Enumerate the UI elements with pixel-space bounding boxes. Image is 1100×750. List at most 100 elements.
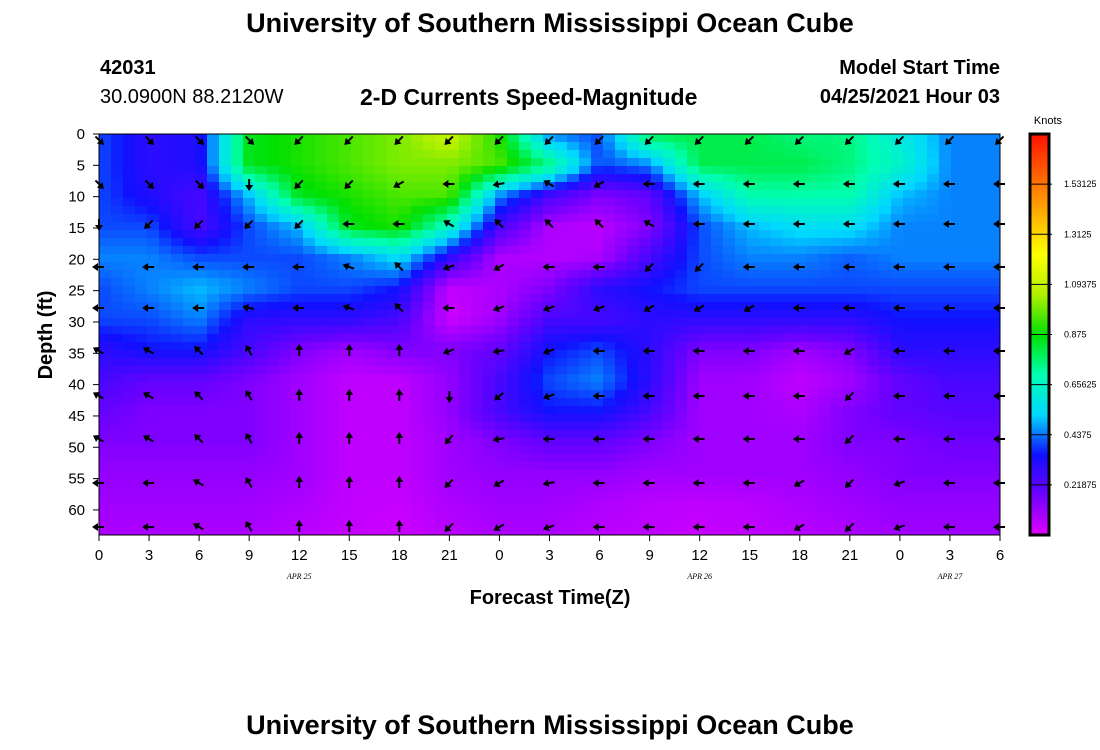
current-arrow — [542, 263, 555, 271]
heatmap-cell — [555, 294, 568, 303]
heatmap-cell — [615, 382, 628, 391]
heatmap-cell — [675, 214, 688, 223]
heatmap-cell — [867, 294, 880, 303]
heatmap-cell — [159, 318, 172, 327]
heatmap-cell — [939, 398, 952, 407]
heatmap-cell — [699, 302, 712, 311]
current-arrow — [742, 263, 755, 271]
current-arrow — [292, 304, 305, 312]
heatmap-cell — [519, 478, 532, 487]
heatmap-cell — [711, 302, 724, 311]
heatmap-cell — [375, 462, 388, 471]
heatmap-cell — [195, 502, 208, 511]
heatmap-cell — [771, 206, 784, 215]
heatmap-cell — [987, 230, 1000, 239]
heatmap-cell — [267, 198, 280, 207]
heatmap-cell — [279, 262, 292, 271]
heatmap-cell — [543, 310, 556, 319]
heatmap-cell — [987, 430, 1000, 439]
heatmap-cell — [303, 278, 316, 287]
heatmap-cell — [735, 270, 748, 279]
heatmap-cell — [603, 406, 616, 415]
heatmap-cell — [387, 310, 400, 319]
heatmap-cell — [819, 246, 832, 255]
current-arrow — [742, 347, 755, 355]
heatmap-cell — [495, 190, 508, 199]
heatmap-cell — [927, 518, 940, 527]
heatmap-cell — [99, 510, 112, 519]
heatmap-cell — [339, 342, 352, 351]
heatmap-cell — [447, 166, 460, 175]
heatmap-cell — [459, 278, 472, 287]
heatmap-cell — [111, 190, 124, 199]
heatmap-cell — [459, 358, 472, 367]
current-arrow — [144, 135, 155, 145]
heatmap-cell — [423, 358, 436, 367]
heatmap-cell — [939, 142, 952, 151]
heatmap-cell — [723, 334, 736, 343]
heatmap-cell — [855, 182, 868, 191]
heatmap-cell — [423, 406, 436, 415]
heatmap-cell — [471, 190, 484, 199]
heatmap-cell — [207, 166, 220, 175]
heatmap-cell — [879, 478, 892, 487]
heatmap-cell — [675, 334, 688, 343]
heatmap-cell — [339, 526, 352, 535]
current-arrow — [742, 523, 755, 531]
heatmap-cell — [579, 366, 592, 375]
heatmap-cell — [303, 414, 316, 423]
heatmap-cell — [291, 462, 304, 471]
current-arrow — [892, 347, 905, 355]
heatmap-cell — [459, 406, 472, 415]
heatmap-cell — [699, 270, 712, 279]
heatmap-cell — [519, 382, 532, 391]
heatmap-cell — [903, 222, 916, 231]
heatmap-cell — [411, 510, 424, 519]
heatmap-cell — [819, 366, 832, 375]
heatmap-cell — [651, 470, 664, 479]
heatmap-cell — [759, 318, 772, 327]
heatmap-cell — [267, 270, 280, 279]
heatmap-cell — [279, 134, 292, 143]
heatmap-cell — [759, 142, 772, 151]
heatmap-cell — [963, 486, 976, 495]
heatmap-cell — [459, 374, 472, 383]
y-axis-label: Depth (ft) — [35, 291, 57, 380]
heatmap-cell — [819, 358, 832, 367]
heatmap-cell — [279, 270, 292, 279]
heatmap-cell — [771, 494, 784, 503]
heatmap-cell — [255, 182, 268, 191]
heatmap-cell — [351, 342, 364, 351]
heatmap-cell — [975, 142, 988, 151]
heatmap-cell — [783, 294, 796, 303]
heatmap-cell — [975, 246, 988, 255]
current-arrow — [793, 479, 805, 487]
heatmap-cell — [111, 438, 124, 447]
heatmap-cell — [483, 398, 496, 407]
heatmap-cell — [327, 526, 340, 535]
heatmap-cell — [579, 158, 592, 167]
heatmap-cell — [627, 350, 640, 359]
heatmap-cell — [651, 502, 664, 511]
heatmap-cell — [915, 238, 928, 247]
heatmap-cell — [855, 230, 868, 239]
heatmap-cell — [495, 238, 508, 247]
current-arrow — [844, 522, 855, 532]
heatmap-cell — [519, 286, 532, 295]
heatmap-cell — [759, 358, 772, 367]
heatmap-cell — [147, 406, 160, 415]
heatmap-cell — [339, 486, 352, 495]
heatmap-cell — [627, 470, 640, 479]
heatmap-cell — [111, 310, 124, 319]
heatmap-cell — [183, 438, 196, 447]
heatmap-cell — [915, 342, 928, 351]
heatmap-cell — [99, 190, 112, 199]
heatmap-cell — [987, 294, 1000, 303]
heatmap-cell — [891, 454, 904, 463]
heatmap-cell — [423, 446, 436, 455]
heatmap-cell — [435, 206, 448, 215]
heatmap-cell — [711, 342, 724, 351]
heatmap-cell — [471, 198, 484, 207]
heatmap-cell — [603, 174, 616, 183]
heatmap-cell — [315, 398, 328, 407]
